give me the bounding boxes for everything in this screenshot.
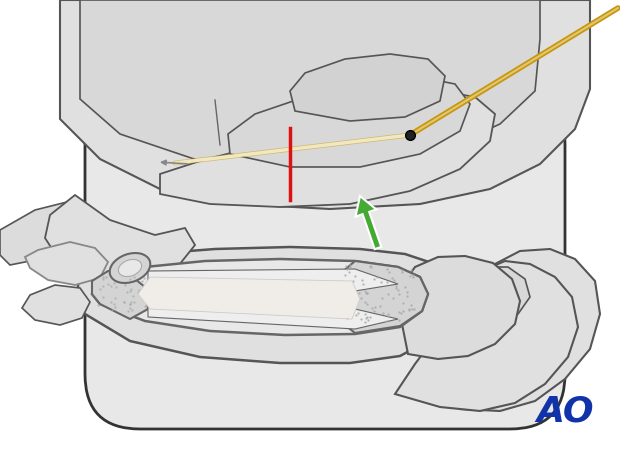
FancyBboxPatch shape [85, 89, 565, 429]
Polygon shape [80, 0, 540, 171]
Polygon shape [78, 247, 455, 363]
Polygon shape [228, 77, 470, 167]
Polygon shape [92, 259, 428, 335]
Ellipse shape [110, 253, 150, 283]
Polygon shape [160, 91, 495, 207]
Polygon shape [395, 261, 578, 411]
Ellipse shape [118, 259, 141, 277]
Polygon shape [465, 267, 530, 319]
Polygon shape [335, 261, 428, 333]
Polygon shape [0, 200, 90, 265]
Polygon shape [148, 269, 398, 291]
Polygon shape [138, 277, 360, 319]
Polygon shape [420, 249, 600, 411]
Polygon shape [400, 256, 520, 359]
FancyArrow shape [355, 196, 381, 249]
Polygon shape [22, 285, 90, 325]
Polygon shape [25, 242, 108, 285]
Polygon shape [60, 0, 590, 209]
Polygon shape [92, 271, 148, 319]
Polygon shape [290, 54, 445, 121]
Text: AO: AO [536, 394, 594, 428]
Polygon shape [148, 301, 398, 329]
Polygon shape [45, 195, 195, 282]
